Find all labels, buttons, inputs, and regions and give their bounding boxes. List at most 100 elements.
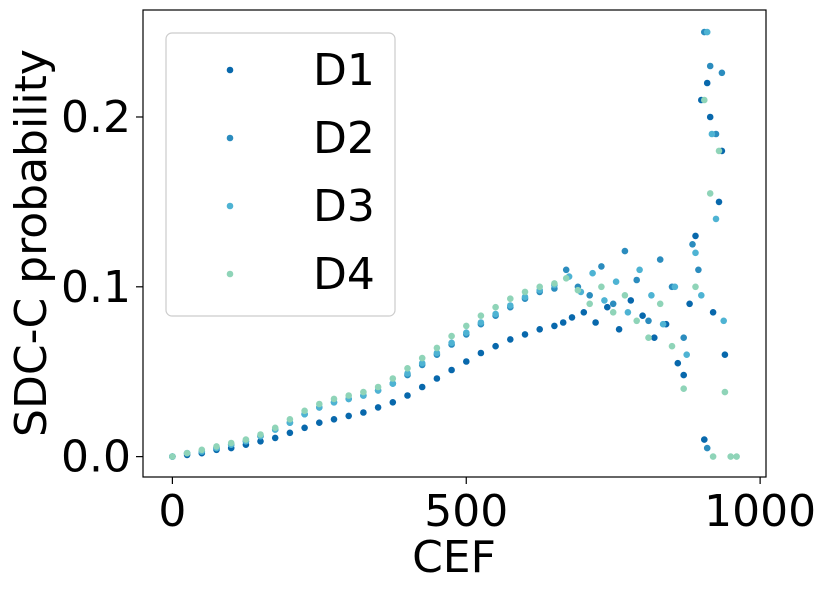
point-d4-27 xyxy=(562,275,570,282)
point-d4-1 xyxy=(183,449,191,457)
point-d3-20 xyxy=(463,329,470,337)
point-d4-34 xyxy=(645,334,652,342)
point-d1-46 xyxy=(715,198,723,206)
point-d2-33 xyxy=(633,276,640,284)
point-d1-25 xyxy=(536,326,543,333)
data-points xyxy=(169,28,740,460)
point-d3-32 xyxy=(624,309,632,316)
point-d1-31 xyxy=(604,303,611,311)
point-d4-18 xyxy=(433,344,441,352)
point-d3-23 xyxy=(507,302,514,309)
point-d2-41 xyxy=(703,444,711,452)
point-d4-19 xyxy=(448,332,455,340)
point-d4-2 xyxy=(198,446,206,454)
point-d3-41 xyxy=(708,130,716,138)
point-d3-36 xyxy=(671,283,679,291)
point-d1-15 xyxy=(389,399,397,406)
legend-marker-d1 xyxy=(226,66,234,74)
point-d1-10 xyxy=(316,419,323,427)
point-d4-40 xyxy=(706,190,714,197)
point-d4-30 xyxy=(598,283,605,291)
legend-label-d2: D2 xyxy=(313,113,375,164)
point-d4-23 xyxy=(507,295,514,303)
point-d4-21 xyxy=(477,312,485,320)
point-d1-9 xyxy=(301,424,308,432)
point-d1-12 xyxy=(345,412,353,420)
point-d4-13 xyxy=(360,388,367,396)
legend-marker-d3 xyxy=(226,202,234,210)
legend-frame xyxy=(165,32,396,317)
point-d1-20 xyxy=(463,358,470,365)
point-d2-39 xyxy=(695,266,702,274)
legend-label-d1: D1 xyxy=(313,45,375,96)
point-d4-42 xyxy=(715,147,723,155)
point-d3-33 xyxy=(636,266,643,274)
point-d3-31 xyxy=(612,278,620,286)
point-d1-42 xyxy=(701,436,708,443)
point-d4-14 xyxy=(374,383,382,391)
point-d2-32 xyxy=(621,247,629,255)
point-d3-21 xyxy=(477,319,485,326)
point-d3-39 xyxy=(698,292,705,299)
point-d4-24 xyxy=(521,288,529,296)
point-d3-30 xyxy=(601,297,608,304)
point-d4-5 xyxy=(242,436,250,443)
point-d2-31 xyxy=(609,300,617,308)
point-d1-19 xyxy=(448,366,455,374)
point-d1-33 xyxy=(627,297,635,304)
point-d1-45 xyxy=(709,309,717,316)
point-d1-21 xyxy=(477,349,485,357)
point-d3-38 xyxy=(692,249,699,257)
point-d3-37 xyxy=(683,351,690,359)
point-d1-44 xyxy=(706,113,714,121)
point-d1-26 xyxy=(551,322,558,330)
point-d1-35 xyxy=(651,334,658,342)
point-d4-28 xyxy=(574,286,582,294)
x-axis-label: CEF xyxy=(412,532,496,583)
point-d4-38 xyxy=(692,283,699,291)
point-d4-17 xyxy=(418,354,426,362)
point-d4-45 xyxy=(733,453,740,460)
point-d3-43 xyxy=(720,317,727,325)
point-d4-15 xyxy=(389,375,397,382)
point-d4-10 xyxy=(316,400,323,408)
y-axis-ticks: 0.0 0.1 0.2 xyxy=(61,92,143,483)
point-d4-16 xyxy=(404,365,411,372)
point-d4-39 xyxy=(701,96,708,104)
x-tick-label-0: 0 xyxy=(158,486,186,537)
point-d1-38 xyxy=(680,371,687,379)
point-d2-37 xyxy=(680,334,687,342)
point-d2-35 xyxy=(656,256,664,263)
point-d1-11 xyxy=(330,416,338,423)
y-axis-label: SDC-C probability xyxy=(6,49,57,437)
legend-label-d4: D4 xyxy=(313,249,375,300)
point-d2-29 xyxy=(586,292,593,299)
point-d3-35 xyxy=(659,320,667,328)
point-d2-34 xyxy=(645,317,652,325)
point-d3-22 xyxy=(492,310,499,318)
point-d1-40 xyxy=(692,232,699,240)
point-d3-29 xyxy=(589,269,596,277)
point-d3-24 xyxy=(521,293,529,301)
legend-marker-d2 xyxy=(226,134,234,142)
point-d1-6 xyxy=(257,438,264,445)
x-axis-ticks: 0 500 1000 xyxy=(158,477,816,537)
point-d1-8 xyxy=(286,429,294,437)
point-d4-35 xyxy=(656,300,664,308)
point-d3-17 xyxy=(418,359,426,367)
point-d1-29 xyxy=(580,309,588,316)
point-d4-20 xyxy=(463,322,470,330)
point-d1-39 xyxy=(686,300,693,308)
point-d1-24 xyxy=(521,331,529,338)
point-d3-18 xyxy=(433,349,441,357)
legend-label-d3: D3 xyxy=(313,181,375,232)
point-d4-11 xyxy=(330,395,338,403)
point-d1-22 xyxy=(492,342,499,350)
point-d4-36 xyxy=(668,342,676,350)
point-d2-38 xyxy=(689,241,696,248)
point-d4-22 xyxy=(492,303,499,311)
point-d1-17 xyxy=(418,383,426,391)
point-d1-14 xyxy=(374,404,382,411)
point-d4-31 xyxy=(609,309,617,316)
